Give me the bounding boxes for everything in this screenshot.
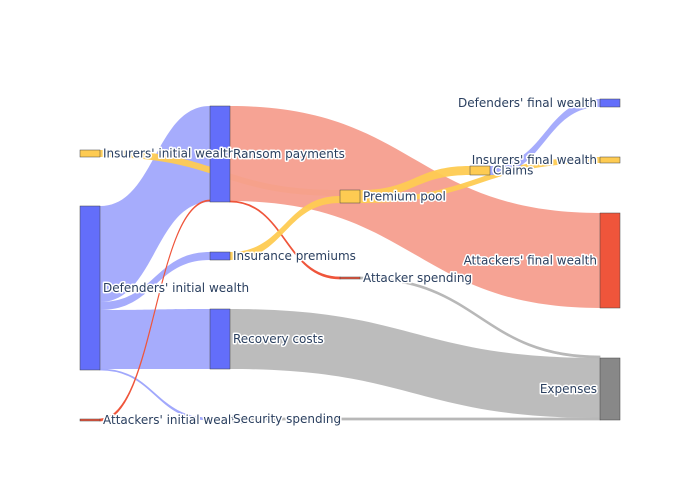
node-label-defenders-initial: Defenders' initial wealth	[103, 281, 249, 295]
node-defenders-final[interactable]	[599, 98, 621, 108]
node-label-recovery: Recovery costs	[233, 332, 324, 346]
link-defenders-initial-to-ransom[interactable]	[100, 106, 210, 302]
node-label-ins-premiums: Insurance premiums	[233, 249, 356, 263]
node-label-expenses: Expenses	[540, 382, 597, 396]
node-defenders-initial[interactable]	[79, 205, 101, 371]
node-label-attacker-spending: Attacker spending	[363, 271, 472, 285]
node-label-insurers-initial: Insurers' initial wealth	[103, 147, 235, 161]
node-expenses[interactable]	[599, 357, 621, 421]
node-ins-premiums[interactable]	[209, 251, 231, 261]
link-ransom-to-attackers-final[interactable]	[230, 106, 600, 308]
node-security[interactable]	[209, 417, 231, 421]
link-ransom-to-attacker-spending[interactable]	[229, 200, 341, 280]
link-defenders-initial-to-ins-premiums[interactable]	[100, 252, 210, 310]
node-premium-pool[interactable]	[339, 189, 361, 204]
node-label-security: Security spending	[233, 412, 341, 426]
node-label-attackers-final: Attackers' final wealth	[464, 254, 597, 268]
node-ransom[interactable]	[209, 105, 231, 203]
node-claims[interactable]	[469, 165, 491, 176]
node-label-premium-pool: Premium pool	[363, 190, 446, 204]
nodes-layer	[79, 98, 621, 422]
link-recovery-to-expenses[interactable]	[230, 309, 600, 418]
link-defenders-initial-to-recovery[interactable]	[100, 309, 210, 369]
node-attacker-spending[interactable]	[339, 276, 361, 280]
link-premium-pool-to-insurers-final[interactable]	[360, 157, 600, 203]
node-recovery[interactable]	[209, 308, 231, 370]
node-insurers-final[interactable]	[599, 156, 621, 164]
link-premium-pool-to-claims[interactable]	[360, 166, 470, 198]
node-label-claims: Claims	[493, 164, 533, 178]
node-label-insurers-final: Insurers' final wealth	[472, 153, 597, 167]
node-attackers-initial[interactable]	[79, 418, 101, 422]
node-insurers-initial[interactable]	[79, 149, 101, 158]
link-claims-to-defenders-final[interactable]	[490, 99, 600, 175]
node-label-ransom: Ransom payments	[233, 147, 345, 161]
node-attackers-final[interactable]	[599, 212, 621, 309]
link-ins-premiums-to-premium-pool[interactable]	[230, 196, 340, 260]
node-label-defenders-final: Defenders' final wealth	[458, 96, 597, 110]
labels-layer: Insurers' initial wealth Defenders' initi…	[102, 95, 599, 429]
node-label-attackers-initial: Attackers' initial wealth	[103, 413, 244, 427]
